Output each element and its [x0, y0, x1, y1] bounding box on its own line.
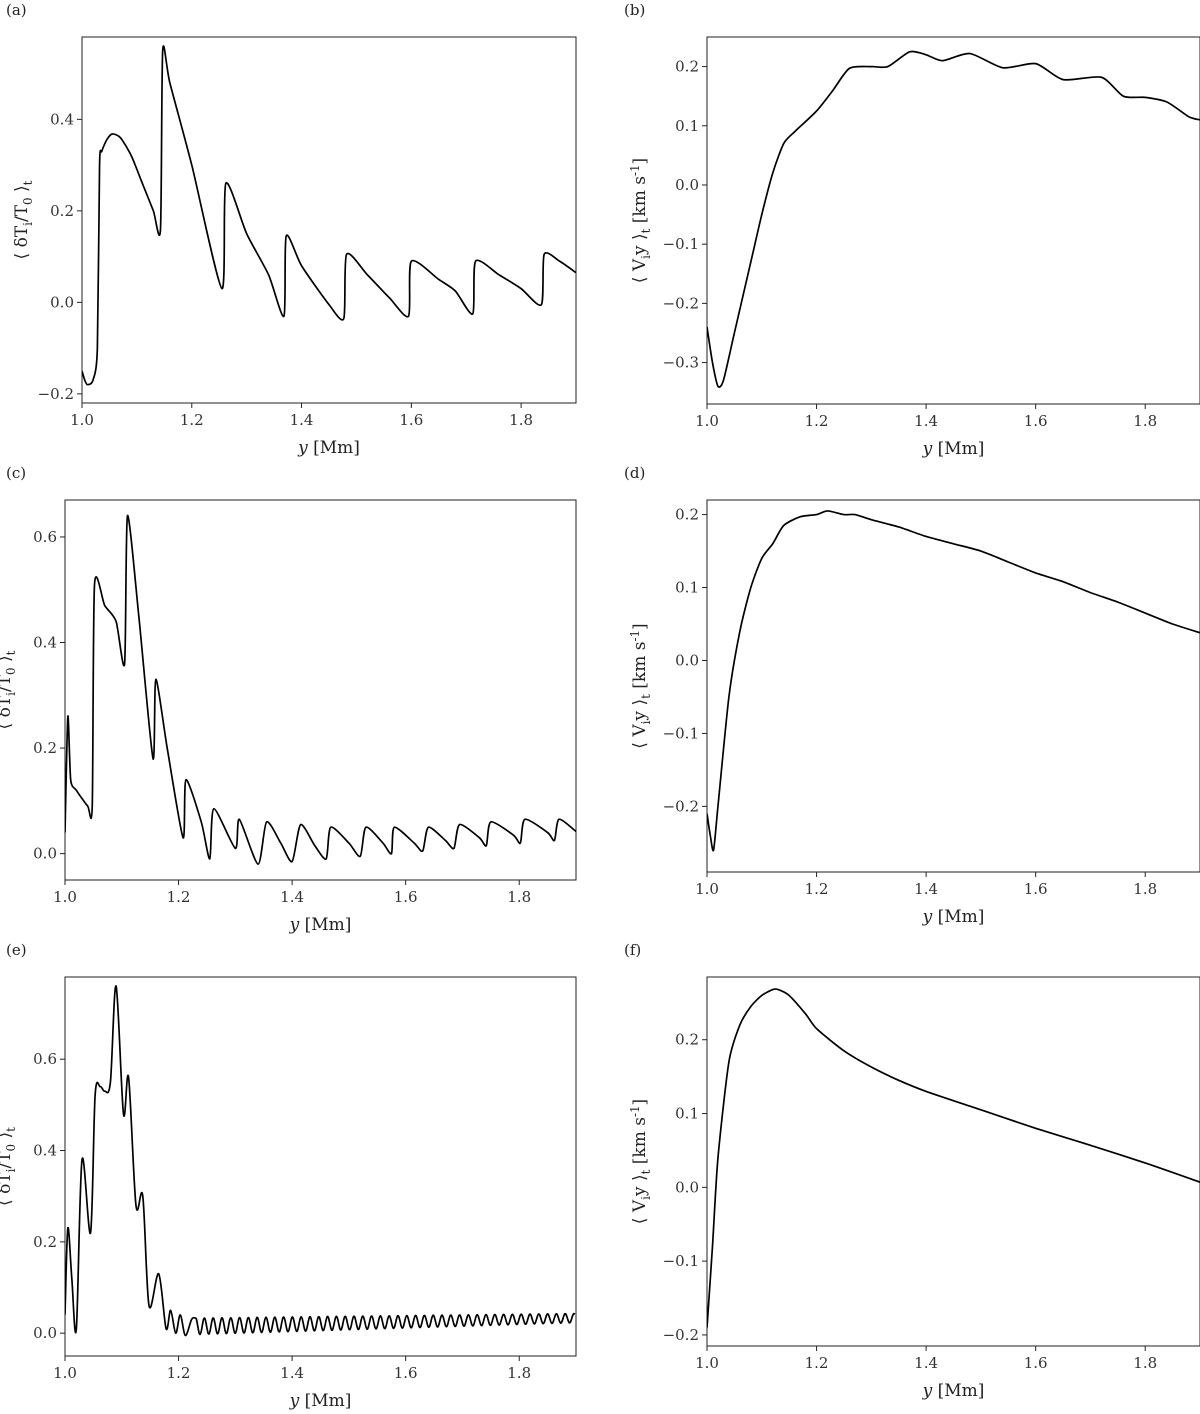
y-tick-label: 0.1 [675, 117, 699, 135]
x-tick-label: 1.0 [53, 1364, 77, 1382]
chart-panel-c: (c) 1.0 1.2 1.4 1.6 1.8 0.0 0.2 0.4 0.6 y [Mm] ⟨ δT… [0, 464, 577, 935]
x-tick-label: 1.4 [290, 411, 314, 429]
y-axis-label: ⟨ δTi/T0 ⟩t [12, 180, 35, 259]
y-tick-label: 0.0 [675, 176, 699, 194]
data-line [82, 45, 576, 386]
x-tick-label: 1.8 [507, 888, 531, 906]
x-tick-label: 1.6 [1024, 1354, 1048, 1372]
panel-label: (d) [624, 464, 645, 482]
panel-label: (e) [6, 941, 27, 959]
x-axis-label: y [Mm] [289, 1391, 352, 1411]
x-tick-label: 1.2 [167, 1364, 191, 1382]
plot-frame [64, 499, 577, 881]
data-line [707, 50, 1200, 388]
x-axis-label: y [Mm] [922, 439, 985, 459]
y-tick-label: 0.2 [33, 739, 57, 757]
x-tick-label: 1.6 [394, 1364, 418, 1382]
x-tick-label: 1.2 [167, 888, 191, 906]
y-tick-label: 0.4 [33, 1142, 57, 1160]
y-tick-label: 0.0 [675, 651, 699, 669]
x-tick-label: 1.0 [695, 880, 719, 898]
y-tick-label: 0.6 [33, 528, 57, 546]
x-tick-label: 1.4 [914, 880, 938, 898]
y-tick-label: −0.2 [38, 385, 74, 403]
y-tick-label: −0.3 [663, 354, 699, 372]
y-tick-label: −0.2 [663, 294, 699, 312]
plot-frame [706, 36, 1200, 405]
y-tick-label: 0.2 [675, 506, 699, 524]
y-axis-label: ⟨ Viy ⟩t [km s-1] [628, 158, 653, 283]
y-tick-label: 0.2 [50, 202, 74, 220]
chart-panel-f: (f) 1.0 1.2 1.4 1.6 1.8 −0.2 −0.1 0.0 0.1 0.2 y [Mm… [624, 941, 1200, 1401]
plot-frame [706, 976, 1200, 1347]
y-tick-label: 0.0 [33, 1324, 57, 1342]
x-tick-label: 1.0 [70, 411, 94, 429]
y-tick-label: −0.1 [663, 235, 699, 253]
y-tick-label: −0.1 [663, 1252, 699, 1270]
x-axis-label: y [Mm] [922, 1381, 985, 1401]
x-tick-label: 1.6 [1024, 412, 1048, 430]
x-tick-label: 1.2 [805, 880, 829, 898]
y-tick-label: 0.6 [33, 1050, 57, 1068]
x-tick-label: 1.8 [1133, 412, 1157, 430]
y-tick-label: 0.1 [675, 579, 699, 597]
chart-panel-e: (e) 1.0 1.2 1.4 1.6 1.8 0.0 0.2 0.4 0.6 y [Mm] ⟨ δT… [0, 941, 577, 1411]
x-tick-label: 1.4 [914, 412, 938, 430]
x-tick-label: 1.4 [280, 888, 304, 906]
x-axis-label: y [Mm] [289, 915, 352, 935]
x-tick-label: 1.0 [695, 412, 719, 430]
data-line [707, 988, 1200, 1328]
plot-frame [706, 499, 1200, 873]
x-tick-label: 1.4 [280, 1364, 304, 1382]
data-line [65, 514, 576, 866]
chart-panel-d: (d) 1.0 1.2 1.4 1.6 1.8 −0.2 −0.1 0.0 0.1 0.2 y [Mm… [624, 464, 1200, 927]
chart-panel-a: (a) 1.0 1.2 1.4 1.6 1.8 −0.2 0.0 0.2 0.4 y [Mm] ⟨ δ… [6, 1, 577, 458]
panel-label: (c) [6, 464, 26, 482]
x-axis-label: y [Mm] [297, 438, 360, 458]
y-tick-label: 0.4 [33, 634, 57, 652]
y-tick-label: −0.1 [663, 724, 699, 742]
y-tick-label: 0.2 [675, 58, 699, 76]
data-line [65, 985, 576, 1337]
x-axis-label: y [Mm] [922, 907, 985, 927]
x-tick-label: 1.2 [805, 412, 829, 430]
y-tick-label: −0.2 [663, 1326, 699, 1344]
panel-label: (b) [624, 1, 645, 19]
plot-frame [64, 976, 577, 1357]
x-tick-label: 1.2 [180, 411, 204, 429]
y-tick-label: 0.2 [33, 1233, 57, 1251]
y-tick-label: 0.1 [675, 1105, 699, 1123]
x-tick-label: 1.8 [1133, 1354, 1157, 1372]
x-tick-label: 1.4 [914, 1354, 938, 1372]
data-line [707, 510, 1200, 852]
y-axis-label: ⟨ Viy ⟩t [km s-1] [628, 623, 653, 748]
y-axis-label: ⟨ δTi/T0 ⟩t [0, 650, 18, 729]
y-tick-label: 0.4 [50, 110, 74, 128]
x-tick-label: 1.6 [1024, 880, 1048, 898]
x-tick-label: 1.8 [509, 411, 533, 429]
panel-label: (a) [6, 1, 27, 19]
x-tick-label: 1.8 [1133, 880, 1157, 898]
x-tick-label: 1.0 [53, 888, 77, 906]
y-tick-label: −0.2 [663, 797, 699, 815]
y-tick-label: 0.0 [675, 1178, 699, 1196]
plot-frame [81, 36, 577, 404]
panel-label: (f) [624, 941, 641, 959]
y-axis-label: ⟨ Viy ⟩t [km s-1] [628, 1099, 653, 1224]
y-tick-label: 0.0 [33, 845, 57, 863]
chart-panel-b: (b) 1.0 1.2 1.4 1.6 1.8 −0.3 −0.2 −0.1 0.0 0.1 0.2 y… [624, 1, 1200, 459]
y-tick-label: 0.0 [50, 293, 74, 311]
y-axis-label: ⟨ δTi/T0 ⟩t [0, 1127, 18, 1206]
x-tick-label: 1.2 [805, 1354, 829, 1372]
x-tick-label: 1.0 [695, 1354, 719, 1372]
x-tick-label: 1.8 [507, 1364, 531, 1382]
x-tick-label: 1.6 [399, 411, 423, 429]
x-tick-label: 1.6 [394, 888, 418, 906]
y-tick-label: 0.2 [675, 1031, 699, 1049]
